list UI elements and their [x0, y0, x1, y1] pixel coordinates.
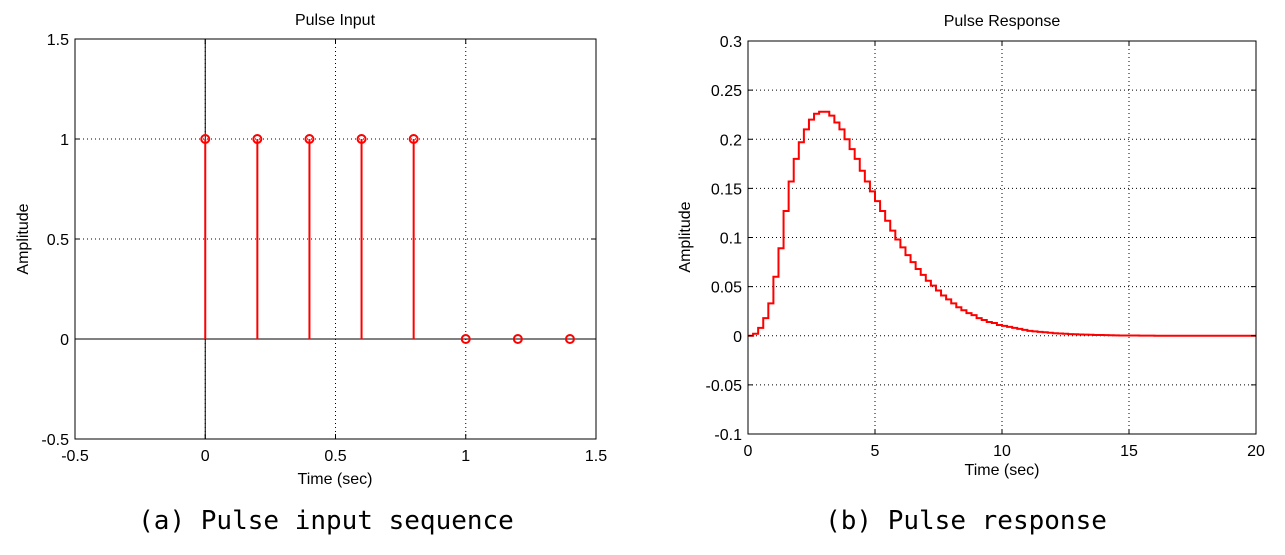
stem-marker — [460, 334, 471, 344]
ticks — [74, 38, 597, 440]
y-tick-label: 0.1 — [720, 231, 742, 248]
y-tick-label: 1.5 — [47, 32, 69, 49]
y-tick-label: 0 — [733, 329, 742, 346]
stem-marker — [408, 134, 419, 144]
x-tick-label: 5 — [871, 443, 880, 460]
stem-marker — [252, 134, 263, 144]
x-tick-label: -0.5 — [61, 448, 89, 465]
plot-marks — [200, 134, 575, 344]
plot-marks — [748, 110, 1256, 337]
y-tick-label: 0.2 — [720, 132, 742, 149]
y-tick-label: 0.15 — [711, 181, 742, 198]
x-tick-label: 0 — [744, 443, 753, 460]
stem-marker — [200, 134, 211, 144]
pulse-input-chart: Pulse Input Time (sec) Amplitude (a) Pul… — [15, 12, 607, 536]
stem-marker — [564, 334, 575, 344]
y-tick-label: 0.5 — [47, 232, 69, 249]
ticks — [747, 40, 1257, 435]
x-axis-label: Time (sec) — [965, 462, 1040, 479]
y-axis-label: Amplitude — [15, 203, 32, 274]
x-axis-label: Time (sec) — [298, 471, 373, 488]
y-tick-label: -0.5 — [41, 432, 69, 449]
tick-labels: -0.5 0 0.5 1 1.5 -0.5 0 0.5 1 1.5 — [41, 32, 607, 465]
figure-caption: (b) Pulse response — [825, 506, 1107, 536]
y-tick-label: 0.25 — [711, 83, 742, 100]
x-tick-label: 0.5 — [324, 448, 346, 465]
y-axis-label: Amplitude — [677, 201, 694, 272]
y-tick-label: 0.05 — [711, 280, 742, 297]
chart-title: Pulse Response — [944, 13, 1061, 30]
tick-labels: 0 5 10 15 20 -0.1 -0.05 0 0.05 0.1 0.15 0.2 0.25 0.3 — [706, 34, 1265, 460]
x-tick-label: 10 — [993, 443, 1011, 460]
x-tick-label: 0 — [201, 448, 210, 465]
y-tick-label: 1 — [60, 132, 69, 149]
x-tick-label: 15 — [1120, 443, 1138, 460]
y-tick-label: 0.3 — [720, 34, 742, 51]
x-tick-label: 1 — [461, 448, 470, 465]
grid — [75, 39, 596, 439]
y-tick-label: -0.1 — [714, 427, 742, 444]
stem-marker — [356, 134, 367, 144]
chart-title: Pulse Input — [295, 12, 376, 29]
y-tick-label: -0.05 — [706, 378, 743, 395]
figure-caption: (a) Pulse input sequence — [138, 506, 514, 536]
stem-marker — [512, 334, 523, 344]
x-tick-label: 20 — [1247, 443, 1265, 460]
response-step-line — [748, 110, 1256, 337]
pulse-response-chart: Pulse Response Time (sec) Amplitude (b) … — [677, 13, 1265, 536]
grid — [748, 41, 1256, 434]
x-tick-label: 1.5 — [585, 448, 607, 465]
y-tick-label: 0 — [60, 332, 69, 349]
stem-marker — [304, 134, 315, 144]
